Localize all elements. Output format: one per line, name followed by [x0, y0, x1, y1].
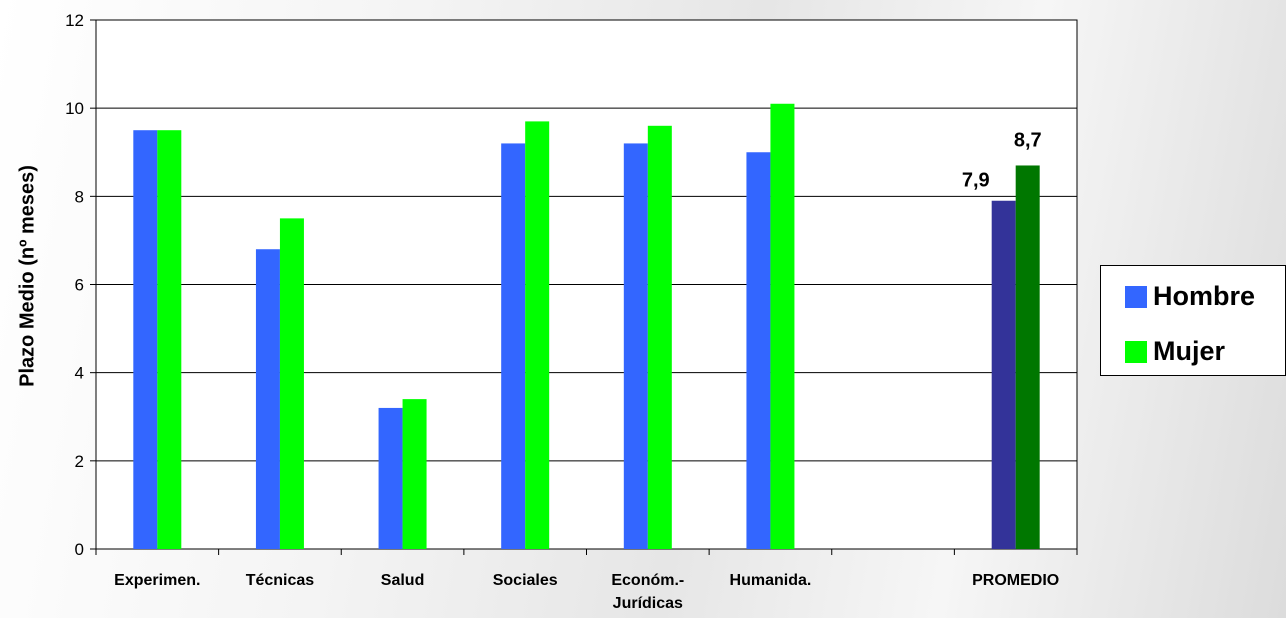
y-tick-label: 8 [75, 187, 84, 206]
bar-mujer [770, 103, 795, 549]
legend-swatch-hombre [1125, 285, 1147, 308]
y-tick-label: 10 [65, 99, 84, 118]
bar-mujer [279, 218, 304, 549]
x-tick-label: Sociales [493, 572, 558, 589]
y-tick-label: 0 [75, 540, 84, 559]
bar-mujer [647, 125, 672, 550]
x-tick-label: Humanida. [730, 572, 812, 589]
bar-hombre [991, 200, 1016, 549]
y-axis-label: Plazo Medio (nº meses) [16, 165, 39, 387]
legend-item-hombre: Hombre [1125, 281, 1255, 312]
bar-hombre [133, 130, 158, 550]
x-tick-label: Económ.- [611, 572, 684, 589]
bar-mujer [402, 399, 427, 549]
bar-hombre [378, 407, 403, 549]
legend-label-hombre: Hombre [1153, 281, 1256, 311]
legend-item-mujer: Mujer [1125, 336, 1225, 367]
x-tick-label: Salud [381, 572, 425, 589]
bar-hombre [501, 143, 526, 549]
bar-hombre [623, 143, 648, 549]
y-tick-label: 2 [75, 452, 84, 471]
y-tick-label: 6 [75, 276, 84, 295]
legend: Hombre Mujer [1100, 265, 1286, 376]
data-label-hombre: 7,9 [962, 170, 990, 192]
y-tick-label: 12 [65, 11, 84, 30]
legend-swatch-mujer [1125, 340, 1147, 363]
data-label-mujer: 8,7 [1014, 129, 1042, 151]
y-tick-label: 4 [75, 364, 84, 383]
x-tick-label: Técnicas [246, 572, 315, 589]
bar-hombre [255, 249, 280, 549]
x-tick-label: Experimen. [114, 572, 200, 589]
bar-mujer [1015, 165, 1040, 549]
bar-mujer [525, 121, 550, 550]
bar-mujer [157, 130, 182, 550]
legend-label-mujer: Mujer [1153, 336, 1226, 366]
bar-hombre [746, 152, 771, 549]
x-tick-label: PROMEDIO [972, 572, 1059, 589]
x-tick-label: Jurídicas [613, 595, 683, 612]
